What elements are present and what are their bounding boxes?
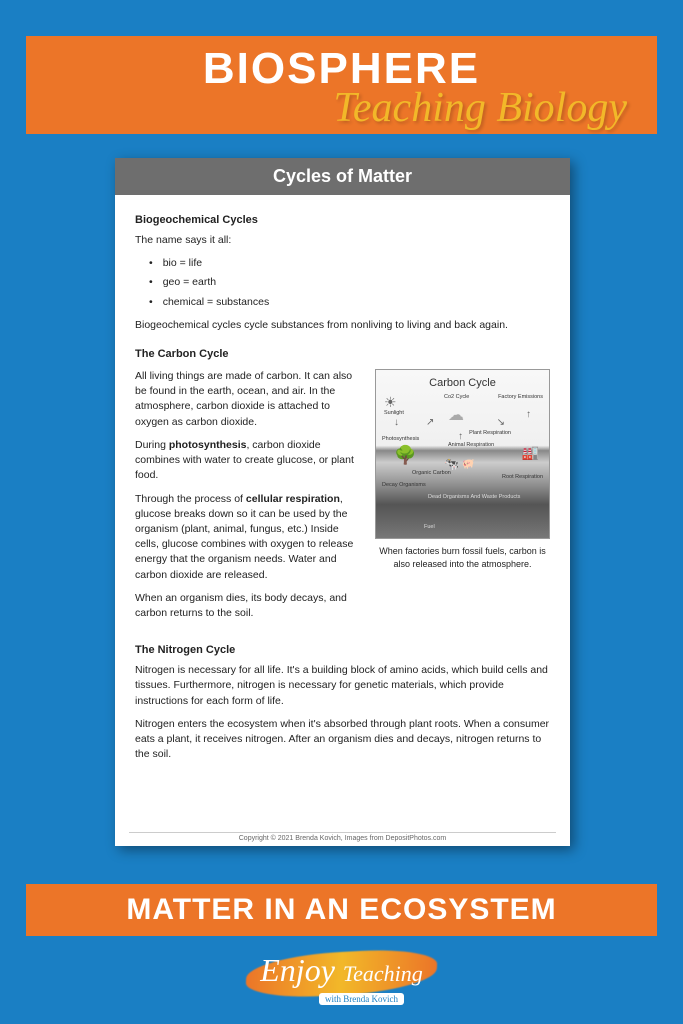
tree-icon: 🌳 [394,442,416,468]
bottom-banner: MATTER IN AN ECOSYSTEM [26,884,657,936]
section-heading-carbon: The Carbon Cycle [135,347,550,363]
diagram-label: Plant Respiration [469,430,511,438]
factory-icon: 🏭 [522,442,539,462]
animal-icon: 🐖 [462,458,474,473]
arrow-icon: ↑ [526,408,531,423]
worksheet-title: Cycles of Matter [115,158,570,195]
diagram-label: Organic Carbon [412,470,451,478]
diagram-label: Dead Organisms And Waste Products [428,494,520,502]
carbon-figure: Carbon Cycle ☀ Sunlight ☁ Co2 Cycle Fact… [375,369,550,629]
worksheet-body: Biogeochemical Cycles The name says it a… [115,195,570,779]
list-item: geo = earth [149,275,550,290]
arrow-icon: ↓ [394,416,399,431]
carbon-p4: When an organism dies, its body decays, … [135,591,363,621]
arrow-icon: ↘ [497,416,505,431]
section1-intro: The name says it all: [135,233,550,248]
section1-summary: Biogeochemical cycles cycle substances f… [135,318,550,333]
arrow-icon: ↑ [458,430,463,445]
diagram-caption: When factories burn fossil fuels, carbon… [375,545,550,571]
diagram-label: Factory Emissions [498,394,543,402]
diagram-label: Root Respiration [502,474,543,482]
bottom-banner-title: MATTER IN AN ECOSYSTEM [126,893,556,927]
cloud-icon: ☁ [448,404,464,427]
diagram-label: Fuel [424,524,435,532]
section-heading-biogeochemical: Biogeochemical Cycles [135,213,550,229]
logo-swoosh: Enjoy Teaching with Brenda Kovich [246,946,437,1009]
worksheet-page: Cycles of Matter Biogeochemical Cycles T… [115,158,570,846]
diagram-title: Carbon Cycle [376,376,549,392]
worksheet-copyright: Copyright © 2021 Brenda Kovich, Images f… [129,832,556,842]
carbon-p3: Through the process of cellular respirat… [135,492,363,583]
brand-logo: Enjoy Teaching with Brenda Kovich [0,946,683,1009]
carbon-p2: During photosynthesis, carbon dioxide co… [135,438,363,484]
top-banner: BIOSPHERE Teaching Biology [26,36,657,134]
diagram-label: Animal Respiration [448,442,494,450]
carbon-p1: All living things are made of carbon. It… [135,369,363,430]
section-heading-nitrogen: The Nitrogen Cycle [135,643,550,659]
logo-main-text: Enjoy Teaching [260,952,423,988]
carbon-section: All living things are made of carbon. It… [135,369,550,629]
nitrogen-p2: Nitrogen enters the ecosystem when it's … [135,717,550,763]
carbon-cycle-diagram: Carbon Cycle ☀ Sunlight ☁ Co2 Cycle Fact… [375,369,550,539]
diagram-label: Co2 Cycle [444,394,469,402]
logo-tagline: with Brenda Kovich [319,993,404,1005]
page-subtitle: Teaching Biology [26,84,657,132]
list-item: bio = life [149,256,550,271]
section1-list: bio = life geo = earth chemical = substa… [149,256,550,310]
arrow-icon: ↗ [426,416,434,431]
list-item: chemical = substances [149,295,550,310]
carbon-text-column: All living things are made of carbon. It… [135,369,363,629]
nitrogen-p1: Nitrogen is necessary for all life. It's… [135,663,550,709]
diagram-label: Decay Organisms [382,482,426,490]
